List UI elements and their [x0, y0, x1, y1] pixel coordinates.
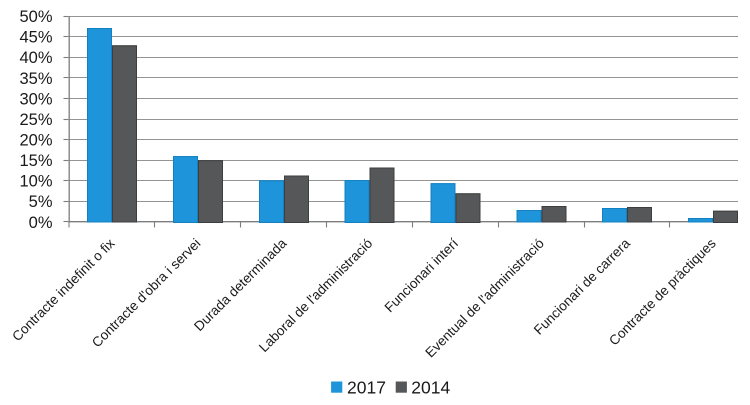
- svg-text:25%: 25%: [19, 111, 52, 129]
- svg-text:10%: 10%: [19, 173, 52, 191]
- svg-text:15%: 15%: [19, 152, 52, 170]
- svg-text:50%: 50%: [19, 8, 52, 26]
- svg-text:30%: 30%: [19, 90, 52, 108]
- svg-text:45%: 45%: [19, 29, 52, 47]
- svg-text:35%: 35%: [19, 70, 52, 88]
- svg-text:0%: 0%: [29, 214, 53, 232]
- svg-text:5%: 5%: [29, 193, 53, 211]
- svg-text:20%: 20%: [19, 132, 52, 150]
- svg-text:2017: 2017: [347, 378, 386, 398]
- svg-text:2014: 2014: [411, 378, 450, 398]
- svg-text:40%: 40%: [19, 49, 52, 67]
